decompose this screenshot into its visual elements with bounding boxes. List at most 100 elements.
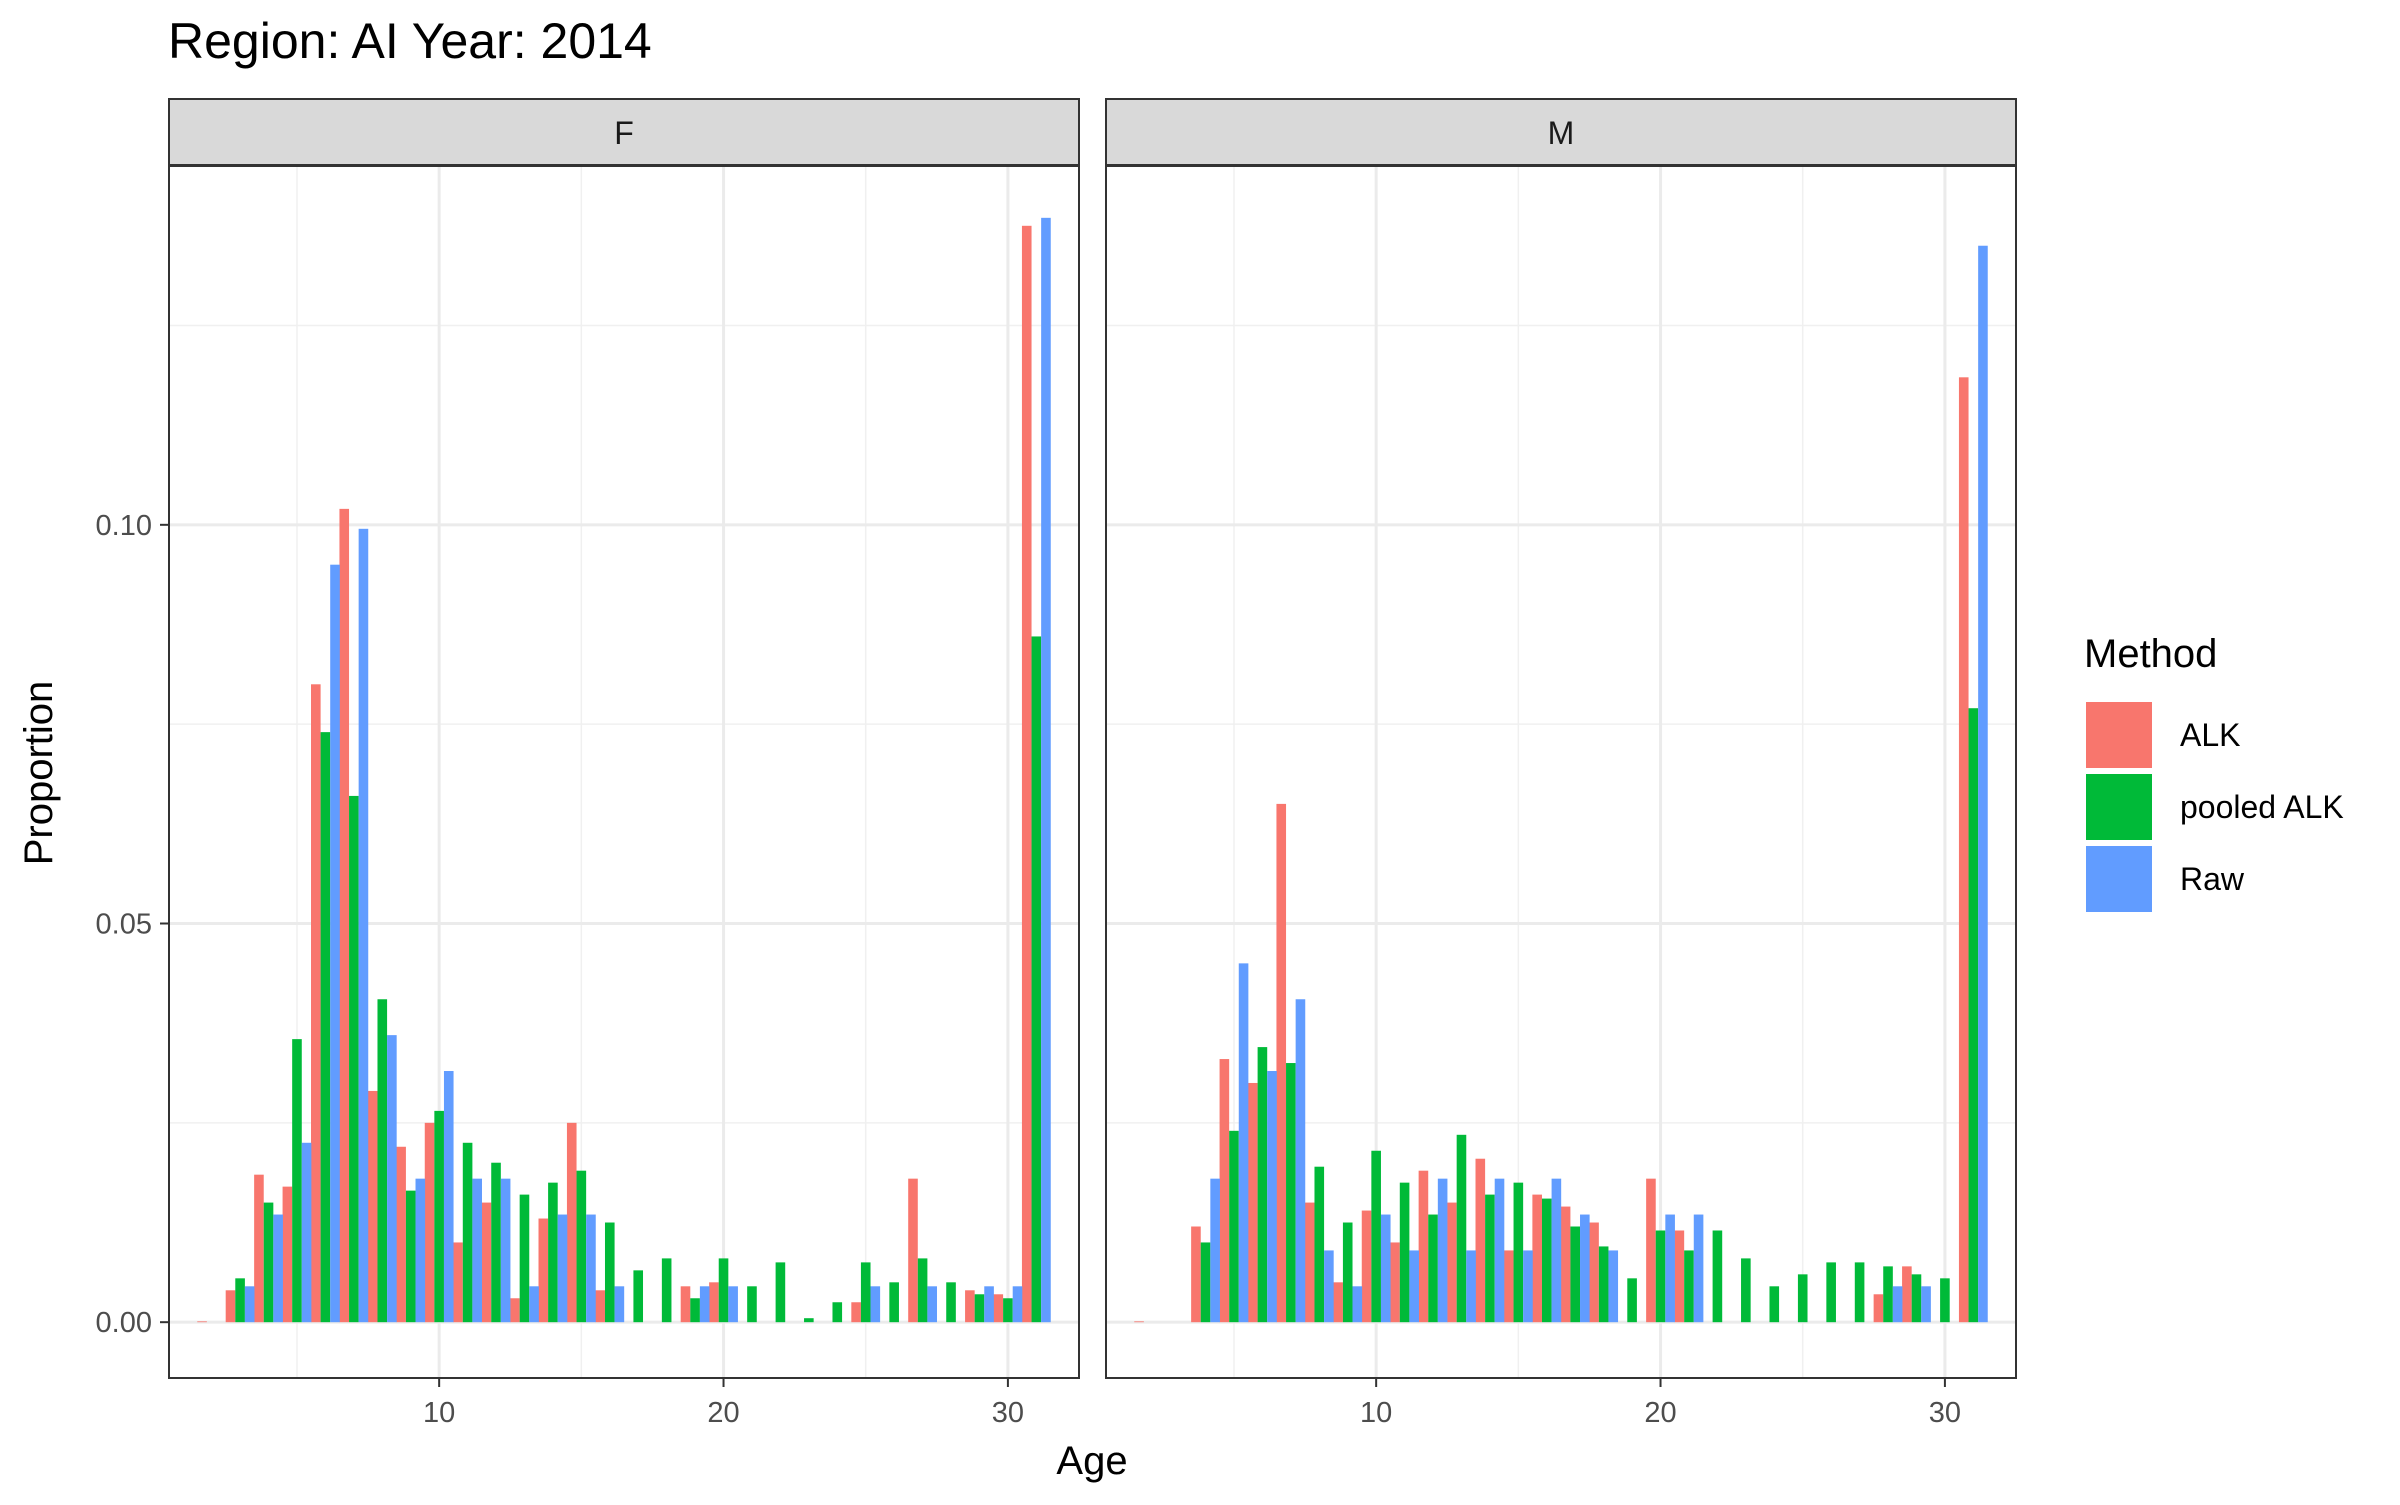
bar-pooled-alk [405, 1190, 416, 1323]
bar-raw [1466, 1250, 1476, 1323]
bar-pooled-alk [889, 1282, 899, 1323]
bar-pooled-alk [1883, 1266, 1893, 1323]
bar-alk [1646, 1178, 1656, 1323]
bar-raw [1523, 1250, 1533, 1323]
bar-raw [557, 1214, 568, 1323]
bar-alk [282, 1186, 293, 1323]
bar-alk [1361, 1210, 1372, 1323]
bar-raw [984, 1286, 994, 1323]
legend-swatch [2086, 846, 2152, 912]
bar-pooled-alk [1570, 1226, 1581, 1323]
bar-pooled-alk [604, 1222, 615, 1323]
bar-raw [1295, 999, 1306, 1323]
bar-alk [1902, 1266, 1912, 1323]
bar-alk [1021, 225, 1032, 1323]
bar-pooled-alk [1826, 1262, 1836, 1323]
bar-alk [1304, 1202, 1315, 1323]
bar-alk [1418, 1170, 1429, 1323]
bar-raw [1041, 217, 1051, 1323]
bar-raw [1921, 1286, 1931, 1323]
bar-pooled-alk [1286, 1063, 1296, 1323]
bar-alk [225, 1290, 236, 1323]
bar-pooled-alk [292, 1039, 302, 1323]
bar-raw [273, 1214, 283, 1323]
bar-pooled-alk [1741, 1258, 1751, 1323]
bar-alk [566, 1122, 577, 1323]
bar-raw [927, 1286, 937, 1323]
bar-raw [1352, 1286, 1363, 1323]
bar-pooled-alk [804, 1318, 814, 1323]
bar-pooled-alk [462, 1142, 473, 1323]
bar-alk [1134, 1321, 1144, 1323]
bar-pooled-alk [1968, 708, 1979, 1323]
bar-raw [1665, 1214, 1675, 1323]
bar-pooled-alk [832, 1302, 843, 1323]
bar-alk [709, 1282, 719, 1323]
y-tick-label: 0.10 [96, 510, 152, 542]
legend-swatch [2086, 774, 2152, 840]
bar-raw [870, 1286, 881, 1323]
bar-pooled-alk [1513, 1182, 1524, 1323]
bar-alk [510, 1298, 520, 1323]
bar-alk [1532, 1194, 1542, 1323]
bar-pooled-alk [860, 1262, 871, 1323]
bar-raw [387, 1035, 397, 1323]
bar-alk [595, 1290, 605, 1323]
bar-alk [1191, 1226, 1201, 1323]
bar-alk [1958, 377, 1969, 1323]
bar-raw [1437, 1178, 1448, 1323]
y-axis-label: Proportion [17, 681, 61, 866]
bar-raw [244, 1286, 255, 1323]
bar-pooled-alk [320, 732, 331, 1323]
bar-pooled-alk [1371, 1150, 1381, 1323]
bar-raw [415, 1178, 426, 1323]
bar-pooled-alk [1627, 1278, 1637, 1323]
bar-raw [586, 1214, 596, 1323]
bar-raw [1210, 1178, 1220, 1323]
bar-raw [529, 1286, 539, 1323]
bar-alk [1503, 1250, 1514, 1323]
bar-pooled-alk [491, 1162, 501, 1323]
bar-pooled-alk [1456, 1134, 1467, 1323]
bar-alk [965, 1290, 975, 1323]
legend-swatch [2086, 702, 2152, 768]
bar-pooled-alk [1541, 1198, 1552, 1323]
bar-pooled-alk [1655, 1230, 1666, 1323]
bar-raw [500, 1178, 511, 1323]
bar-pooled-alk [263, 1202, 274, 1323]
bar-raw [728, 1286, 738, 1323]
bar-alk [1276, 803, 1287, 1323]
bar-raw [1409, 1250, 1419, 1323]
bar-pooled-alk [548, 1182, 558, 1323]
legend-title: Method [2084, 632, 2217, 676]
bar-pooled-alk [1485, 1194, 1495, 1323]
bar-alk [1674, 1230, 1685, 1323]
x-tick-label: 20 [707, 1397, 739, 1429]
bar-alk [1333, 1282, 1343, 1323]
bar-pooled-alk [633, 1270, 644, 1323]
bar-raw [443, 1071, 454, 1323]
bar-raw [1693, 1214, 1704, 1323]
panel-border [168, 165, 1080, 1379]
bar-raw [699, 1286, 710, 1323]
bar-pooled-alk [747, 1286, 757, 1323]
x-tick-label: 30 [992, 1397, 1024, 1429]
bar-pooled-alk [1200, 1242, 1211, 1323]
legend-label: Raw [2180, 861, 2245, 897]
bar-pooled-alk [946, 1282, 956, 1323]
bar-pooled-alk [690, 1298, 700, 1323]
bar-pooled-alk [1314, 1166, 1325, 1323]
bar-alk [1219, 1059, 1230, 1323]
chart-title: Region: AI Year: 2014 [168, 13, 652, 69]
bar-alk [311, 684, 321, 1323]
bar-raw [1978, 245, 1988, 1323]
bar-raw [1892, 1286, 1903, 1323]
x-tick-label: 30 [1929, 1397, 1961, 1429]
bar-alk [1560, 1206, 1571, 1323]
bar-pooled-alk [1797, 1274, 1808, 1323]
bar-alk [993, 1294, 1004, 1323]
bar-pooled-alk [1399, 1182, 1410, 1323]
bar-pooled-alk [917, 1258, 928, 1323]
bar-pooled-alk [1229, 1130, 1239, 1323]
